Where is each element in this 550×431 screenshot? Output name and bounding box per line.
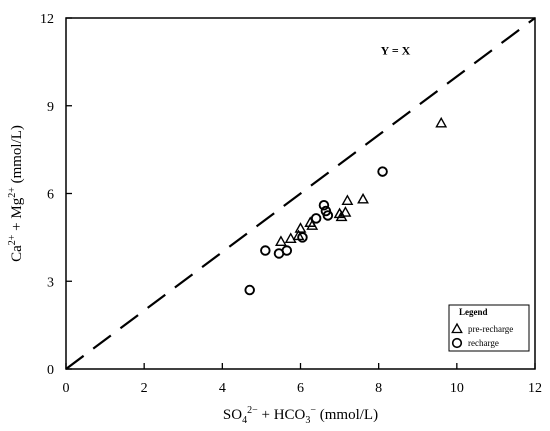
y-tick-label: 12 xyxy=(40,12,54,27)
reference-line-label: Y = X xyxy=(381,44,411,58)
y-tick-label: 0 xyxy=(47,363,54,378)
x-tick-label: 10 xyxy=(450,381,464,396)
legend-triangle-marker xyxy=(451,322,463,334)
pre-recharge-point xyxy=(294,222,307,233)
legend-entry-recharge: recharge xyxy=(468,338,499,348)
y-tick-label: 6 xyxy=(47,188,54,203)
x-axis-ticks: 0 2 4 6 8 10 12 xyxy=(63,363,542,396)
legend-entry-pre-recharge: pre-recharge xyxy=(468,324,513,334)
recharge-point xyxy=(377,166,388,177)
y-axis-ticks: 0 3 6 9 12 xyxy=(40,12,72,378)
legend-box xyxy=(448,304,530,352)
pre-recharge-point xyxy=(306,219,319,230)
pre-recharge-point xyxy=(339,206,352,217)
recharge-point xyxy=(260,245,271,256)
x-tick-label: 6 xyxy=(297,381,304,396)
x-axis-label: SO42− + HCO3− (mmol/L) xyxy=(223,405,378,426)
recharge-point xyxy=(318,199,330,211)
x-tick-label: 2 xyxy=(141,381,148,396)
y-tick-label: 3 xyxy=(47,275,54,290)
pre-recharge-point xyxy=(435,116,448,128)
pre-recharge-point xyxy=(357,192,369,204)
recharge-point xyxy=(244,284,255,296)
pre-recharge-point xyxy=(275,235,287,246)
recharge-point xyxy=(297,232,308,243)
y-axis-label: Ca2+ + Mg2+ (mmol/L) xyxy=(7,125,25,262)
recharge-point xyxy=(310,213,322,224)
data-marks xyxy=(244,116,448,296)
y-tick-label: 9 xyxy=(47,100,54,115)
pre-recharge-point xyxy=(284,232,297,244)
recharge-point xyxy=(322,210,334,221)
x-tick-label: 8 xyxy=(375,381,382,396)
x-tick-label: 0 xyxy=(63,381,70,396)
recharge-point xyxy=(281,245,293,256)
reference-line-y-equals-x xyxy=(65,17,536,370)
legend-title: Legend xyxy=(459,307,488,317)
x-tick-label: 12 xyxy=(528,381,542,396)
pre-recharge-point xyxy=(341,194,354,206)
legend-circle-marker xyxy=(451,337,463,349)
legend: Legend pre-recharge recharge xyxy=(448,304,530,352)
x-tick-label: 4 xyxy=(219,381,226,396)
